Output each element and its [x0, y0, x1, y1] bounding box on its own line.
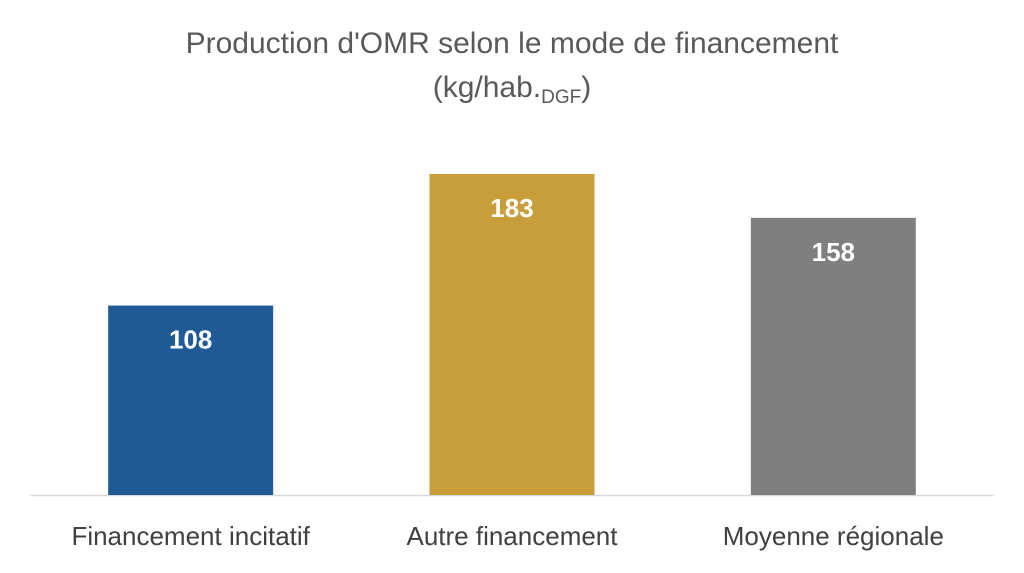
unit-subscript: DGF: [541, 87, 582, 108]
unit-main: (kg/hab.: [432, 71, 542, 104]
category-label-3: Moyenne régionale: [723, 521, 944, 551]
chart-title-block: Production d'OMR selon le mode de financ…: [0, 22, 1024, 120]
bar-1: [108, 305, 274, 495]
unit-end: ): [581, 71, 592, 104]
bar-2: [429, 174, 595, 495]
chart-title: Production d'OMR selon le mode de financ…: [185, 27, 839, 60]
chart-subtitle-unit: (kg/hab.DGF): [0, 66, 1024, 120]
data-label-2: 183: [490, 193, 533, 223]
data-label-3: 158: [812, 237, 855, 267]
data-label-1: 108: [169, 325, 212, 355]
category-label-1: Financement incitatif: [71, 521, 310, 551]
category-label-2: Autre financement: [406, 521, 618, 551]
bar-3: [750, 217, 916, 495]
